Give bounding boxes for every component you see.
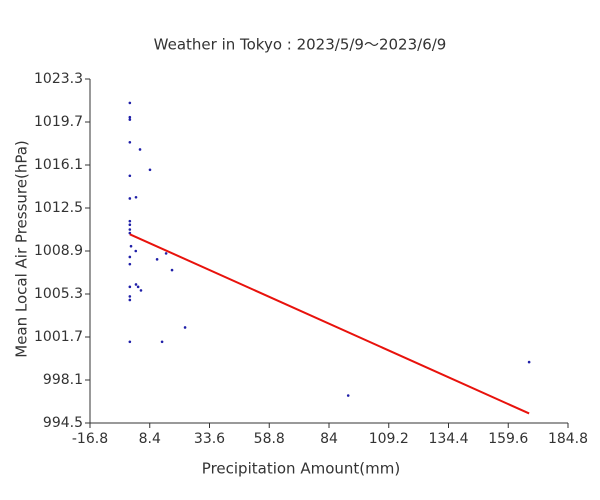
data-point: [128, 219, 132, 223]
x-tick-label: 33.6: [194, 431, 225, 447]
data-point: [138, 148, 142, 151]
y-tick-label: 1016.1: [34, 157, 83, 173]
data-point: [160, 340, 164, 344]
data-point: [128, 141, 132, 144]
x-tick-label: 184.8: [548, 431, 588, 447]
data-point: [134, 195, 138, 199]
data-point: [164, 252, 168, 255]
x-tick-label: 8.4: [139, 431, 161, 447]
trend-line: [129, 233, 530, 415]
data-point: [134, 249, 138, 253]
x-tick-label: 58.8: [254, 431, 285, 447]
y-tick-label: 1012.5: [34, 200, 83, 216]
data-point: [128, 101, 132, 105]
data-point: [136, 285, 140, 289]
data-point: [128, 285, 132, 289]
data-point: [170, 268, 174, 272]
x-axis-title: Precipitation Amount(mm): [202, 460, 400, 478]
y-tick-label: 1001.7: [34, 329, 83, 345]
data-point: [128, 298, 132, 302]
y-tick-label: 1023.3: [34, 71, 83, 87]
data-point: [128, 340, 132, 344]
y-tick-label: 1005.3: [34, 286, 83, 302]
x-tick-label: 84: [320, 431, 338, 447]
data-point: [128, 174, 132, 178]
chart-title: Weather in Tokyo : 2023/5/9～2023/6/9: [154, 36, 447, 54]
y-tick-label: 998.1: [43, 372, 83, 388]
data-point: [128, 115, 132, 119]
x-tick-label: 109.2: [369, 431, 409, 447]
y-tick-label: 994.5: [43, 415, 83, 431]
data-point: [183, 326, 187, 329]
data-point: [148, 168, 152, 172]
data-point: [128, 118, 132, 121]
x-tick-label: 159.6: [488, 431, 528, 447]
data-point: [129, 244, 133, 248]
data-point: [139, 289, 143, 292]
data-point: [128, 228, 132, 231]
data-point: [128, 197, 132, 200]
data-point: [128, 295, 132, 298]
y-tick-label: 1008.9: [34, 243, 83, 259]
data-point: [128, 262, 132, 266]
y-axis-title: Mean Local Air Pressure(hPa): [13, 140, 31, 357]
data-point: [155, 258, 159, 261]
y-tick-label: 1019.7: [34, 114, 83, 130]
data-point: [134, 283, 138, 286]
x-tick-label: 134.4: [428, 431, 468, 447]
data-point: [527, 360, 531, 364]
x-tick-label: -16.8: [72, 431, 108, 447]
data-point: [128, 223, 132, 227]
data-point: [346, 394, 350, 397]
data-point: [128, 255, 132, 259]
